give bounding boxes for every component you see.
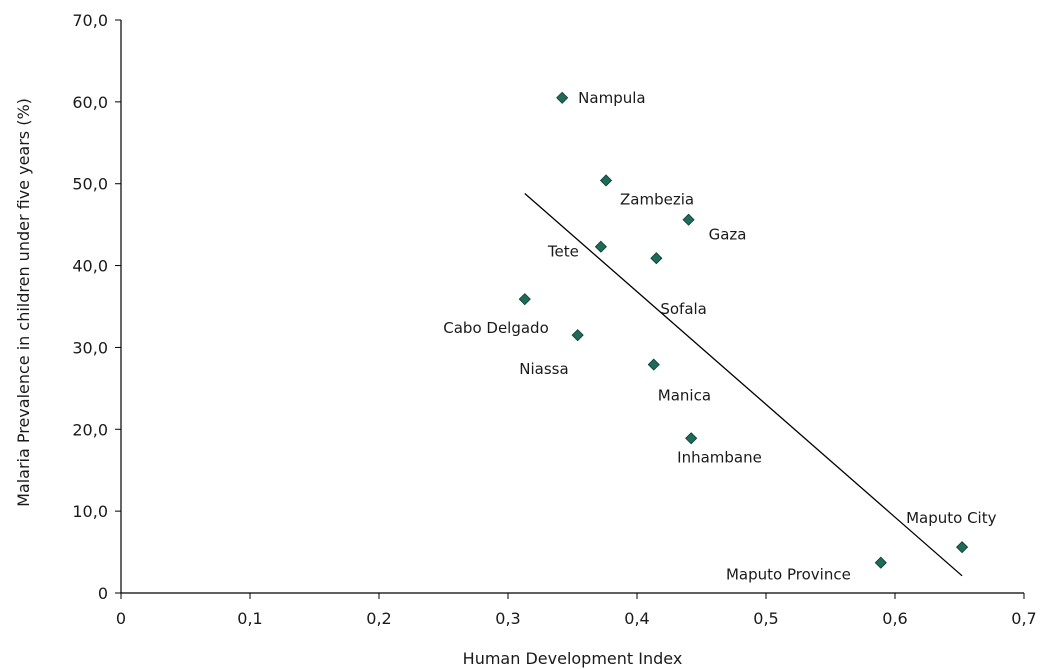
data-point <box>650 252 663 265</box>
y-tick-label: 10,0 <box>72 502 108 521</box>
point-label: Zambezia <box>620 190 694 208</box>
x-tick-label: 0,6 <box>882 609 907 628</box>
point-label: Maputo City <box>906 509 997 527</box>
y-tick-label: 0 <box>98 584 108 603</box>
data-point <box>874 556 887 569</box>
data-point <box>571 329 584 342</box>
data-point <box>647 358 660 371</box>
y-tick-label: 20,0 <box>72 420 108 439</box>
point-label: Gaza <box>709 226 747 244</box>
trendline <box>524 193 963 577</box>
x-tick-label: 0,4 <box>624 609 649 628</box>
point-label: Tete <box>547 243 579 261</box>
data-point <box>682 213 695 226</box>
x-tick-label: 0,2 <box>366 609 391 628</box>
data-points <box>518 91 969 569</box>
y-axis-title: Malaria Prevalence in children under fiv… <box>14 98 33 507</box>
data-point <box>685 432 698 445</box>
point-label: Niassa <box>519 360 568 378</box>
point-label: Sofala <box>660 300 707 318</box>
x-tick-label: 0,3 <box>495 609 520 628</box>
point-label: Maputo Province <box>726 566 851 584</box>
point-label: Cabo Delgado <box>443 319 549 337</box>
x-tick-label: 0 <box>116 609 126 628</box>
x-tick-label: 0,5 <box>753 609 778 628</box>
y-tick-label: 50,0 <box>72 175 108 194</box>
point-labels: Nampula Zambezia Gaza Tete Sofala Cabo Delgad… <box>443 89 996 584</box>
y-tick-label: 40,0 <box>72 257 108 276</box>
data-point <box>594 240 607 253</box>
data-point <box>599 174 613 187</box>
point-label: Inhambane <box>677 448 762 466</box>
point-label: Manica <box>658 387 711 405</box>
axes <box>115 19 1025 599</box>
data-point <box>556 91 569 104</box>
y-tick-label: 70,0 <box>72 11 108 30</box>
x-axis-title: Human Development Index <box>463 649 683 668</box>
y-tick-label: 30,0 <box>72 338 108 357</box>
tick-labels: 0 0,1 0,2 0,3 0,4 0,5 0,6 0,7 0 10,0 20,0 30,0 40,0 5… <box>72 11 1036 628</box>
x-tick-label: 0,7 <box>1011 609 1036 628</box>
y-tick-label: 60,0 <box>72 93 108 112</box>
data-point <box>956 541 969 554</box>
point-label: Nampula <box>578 89 645 107</box>
data-point <box>518 293 531 306</box>
x-tick-label: 0,1 <box>237 609 262 628</box>
